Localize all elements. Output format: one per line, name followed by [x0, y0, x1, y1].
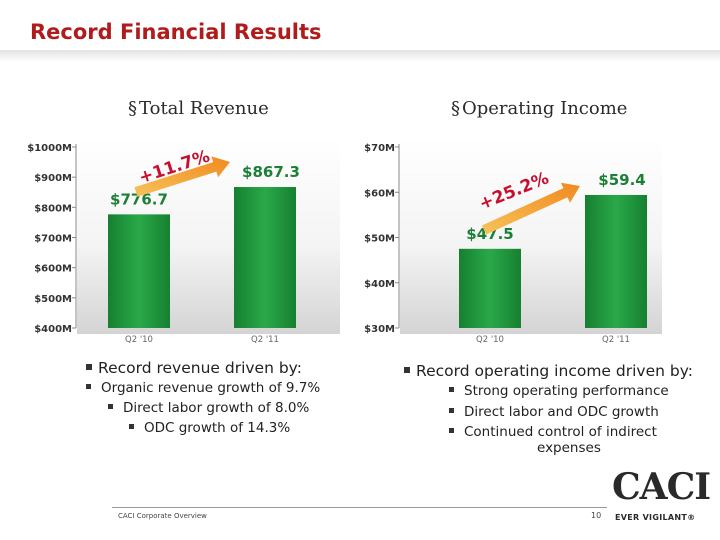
logo-wordmark: CACI: [612, 466, 711, 508]
revenue-y-tick-label: $1000M: [27, 143, 72, 154]
income-sub-bullet-1-text: Strong operating performance: [464, 383, 669, 399]
caci-logo: CACI EVER VIGILANT®: [612, 466, 712, 532]
footer-divider: [112, 507, 607, 508]
income-chart: $30M $40M $50M $60M $70M $47.5 Q2 '10 $59.4 Q2 '…: [364, 137, 662, 345]
square-bullet-icon: [86, 363, 92, 370]
income-category-label-2: Q2 '11: [602, 335, 630, 345]
square-bullet-icon: [449, 386, 454, 392]
footer-text: CACI Corporate Overview: [118, 512, 207, 520]
income-sub-bullet-3: Continued control of indirect: [449, 424, 657, 440]
revenue-bar-2: [234, 187, 296, 328]
revenue-bar-value-label-2: $867.3: [242, 163, 300, 181]
slide-title: Record Financial Results: [30, 20, 322, 44]
income-y-tick-label: $40M: [364, 279, 395, 290]
income-chart-title: Operating Income: [462, 98, 628, 119]
revenue-category-label-2: Q2 '11: [251, 335, 279, 345]
square-bullet-icon: [108, 403, 113, 409]
income-sub-bullet-3-cont: expenses: [537, 440, 601, 456]
revenue-sub-bullet-2: Direct labor growth of 8.0%: [108, 400, 309, 416]
revenue-chart-title-row: § Total Revenue: [128, 98, 269, 119]
income-category-label-1: Q2 '10: [476, 335, 504, 345]
income-chart-title-row: § Operating Income: [451, 98, 627, 119]
income-sub-bullet-1: Strong operating performance: [449, 383, 669, 399]
income-sub-bullet-2: Direct labor and ODC growth: [449, 404, 659, 420]
revenue-y-tick-label: $800M: [34, 203, 72, 214]
income-sub-bullet-2-text: Direct labor and ODC growth: [464, 404, 659, 420]
square-bullet-icon: §: [128, 98, 137, 119]
income-bullet-text: Record operating income driven by:: [416, 362, 693, 380]
income-y-tick-label: $60M: [364, 188, 395, 199]
logo-tagline: EVER VIGILANT®: [615, 513, 696, 522]
income-sub-bullet-3-text: Continued control of indirect: [464, 424, 657, 440]
income-bar-1: [459, 248, 521, 328]
revenue-chart: $400M $500M $600M $700M $800M $900M $1000M $776…: [27, 137, 340, 345]
revenue-bar-1: [108, 214, 170, 328]
square-bullet-icon: [404, 366, 410, 373]
square-bullet-icon: [449, 407, 454, 413]
revenue-y-tick-label: $600M: [34, 264, 72, 275]
revenue-sub-bullet-1-text: Organic revenue growth of 9.7%: [101, 380, 321, 396]
income-y-tick-label: $30M: [364, 324, 395, 335]
square-bullet-icon: §: [451, 98, 460, 119]
income-bar-value-label-1: $47.5: [466, 225, 513, 243]
revenue-y-tick-label: $900M: [34, 173, 72, 184]
revenue-chart-title: Total Revenue: [139, 98, 269, 119]
income-bar-2: [585, 194, 647, 328]
revenue-sub-bullet-2-text: Direct labor growth of 8.0%: [123, 400, 310, 416]
revenue-bullet-text: Record revenue driven by:: [98, 359, 302, 377]
revenue-bullet: Record revenue driven by:: [86, 359, 302, 377]
revenue-sub-bullet-1: Organic revenue growth of 9.7%: [86, 380, 320, 396]
revenue-y-tick-label: $700M: [34, 234, 72, 245]
income-bullet: Record operating income driven by:: [404, 362, 693, 380]
revenue-category-label-1: Q2 '10: [125, 335, 153, 345]
square-bullet-icon: [449, 427, 454, 433]
square-bullet-icon: [86, 383, 91, 389]
revenue-y-tick-label: $400M: [34, 324, 72, 335]
title-divider: [0, 50, 720, 62]
income-bar-value-label-2: $59.4: [598, 171, 645, 189]
revenue-y-tick-label: $500M: [34, 294, 72, 305]
revenue-bar-value-label-1: $776.7: [110, 190, 168, 208]
income-y-tick-label: $70M: [364, 143, 395, 154]
revenue-growth-arrow: [134, 156, 230, 197]
page-number: 10: [591, 511, 602, 520]
income-growth-arrow: [481, 182, 580, 235]
square-bullet-icon: [129, 423, 134, 429]
revenue-sub-bullet-3-text: ODC growth of 14.3%: [144, 420, 291, 436]
revenue-sub-bullet-3: ODC growth of 14.3%: [129, 420, 290, 436]
income-y-tick-label: $50M: [364, 234, 395, 245]
